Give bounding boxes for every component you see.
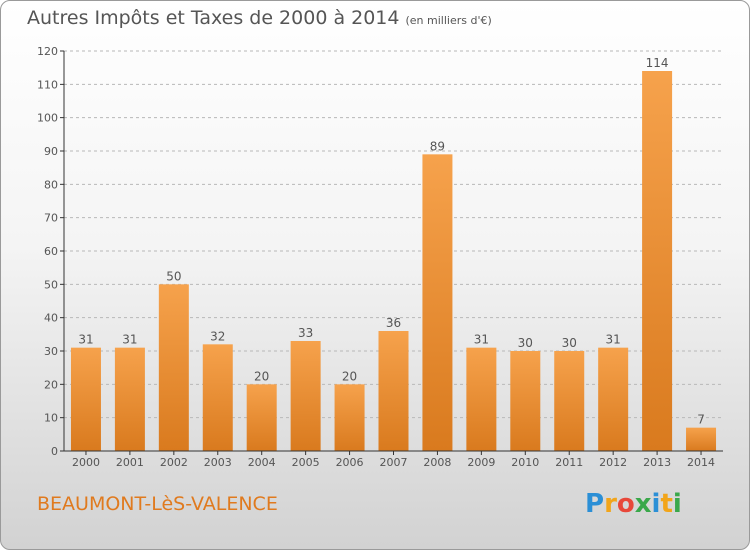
logo-letter: r — [604, 489, 617, 519]
logo-letter: i — [672, 489, 682, 519]
bar-2002 — [158, 284, 189, 451]
bar-2013 — [642, 71, 673, 451]
bar-2008 — [422, 154, 453, 452]
bars: 31 31 50 32 20 33 20 36 89 31 30 30 31 114 7 — [70, 56, 717, 452]
y-tick-label: 70 — [44, 212, 58, 225]
bar-2003 — [202, 344, 233, 451]
logo-letter: o — [616, 489, 635, 519]
bar-2009 — [466, 347, 497, 451]
y-tick-label: 120 — [37, 45, 58, 58]
logo-letter: P — [585, 489, 605, 519]
logo-letter: x — [634, 489, 652, 519]
data-label-2010: 30 — [518, 336, 533, 350]
location-label: BEAUMONT-LèS-VALENCE — [37, 493, 278, 515]
chart-title: Autres Impôts et Taxes de 2000 à 2014 (en… — [27, 7, 492, 29]
x-tick-label-2004: 2004 — [248, 456, 276, 469]
bar-2004 — [246, 384, 277, 451]
unit-text: (en milliers d'€) — [405, 14, 492, 27]
data-label-2005: 33 — [298, 326, 313, 340]
y-tick-label: 50 — [44, 278, 58, 291]
data-label-2009: 31 — [474, 333, 489, 347]
y-tick-label: 0 — [51, 445, 58, 458]
proxiti-logo: Proxiti — [585, 489, 682, 519]
x-tick-label-2010: 2010 — [511, 456, 539, 469]
y-tick-label: 20 — [44, 378, 58, 391]
data-label-2006: 20 — [342, 369, 357, 383]
x-tick-label-2007: 2007 — [380, 456, 408, 469]
data-label-2004: 20 — [254, 369, 269, 383]
x-tick-label-2012: 2012 — [599, 456, 627, 469]
x-tick-label-2008: 2008 — [423, 456, 451, 469]
bar-2014 — [686, 427, 717, 451]
data-label-2012: 31 — [606, 333, 621, 347]
x-tick-label-2005: 2005 — [292, 456, 320, 469]
bar-2010 — [510, 351, 541, 451]
data-label-2007: 36 — [386, 316, 401, 330]
bar-2000 — [70, 347, 101, 451]
x-tick-label-2002: 2002 — [160, 456, 188, 469]
x-tick-label-2000: 2000 — [72, 456, 100, 469]
bar-2006 — [334, 384, 365, 451]
title-text: Autres Impôts et Taxes de 2000 à 2014 — [27, 7, 400, 29]
y-tick-label: 100 — [37, 112, 58, 125]
data-label-2002: 50 — [166, 269, 181, 283]
data-label-2003: 32 — [210, 329, 225, 343]
data-label-2013: 114 — [646, 56, 669, 70]
y-tick-label: 90 — [44, 145, 58, 158]
x-tick-label-2011: 2011 — [555, 456, 583, 469]
y-tick-label: 110 — [37, 78, 58, 91]
x-axis-ticks: 2000 2001 2002 2003 2004 2005 2006 2007 2008 2009… — [72, 451, 715, 469]
y-tick-label: 30 — [44, 345, 58, 358]
bar-2001 — [114, 347, 145, 451]
x-tick-label-2001: 2001 — [116, 456, 144, 469]
logo-letter: t — [660, 489, 673, 519]
y-tick-label: 40 — [44, 312, 58, 325]
data-label-2014: 7 — [697, 413, 705, 427]
bar-2011 — [554, 351, 585, 451]
bar-2007 — [378, 331, 409, 451]
y-axis-ticks: 0 10 20 30 40 50 60 70 80 90 100 110 120 — [37, 45, 64, 458]
data-label-2011: 30 — [562, 336, 577, 350]
x-tick-label-2009: 2009 — [467, 456, 495, 469]
x-tick-label-2014: 2014 — [687, 456, 715, 469]
y-tick-label: 80 — [44, 178, 58, 191]
x-tick-label-2003: 2003 — [204, 456, 232, 469]
y-tick-label: 60 — [44, 245, 58, 258]
data-label-2000: 31 — [78, 333, 93, 347]
logo-letter: i — [651, 489, 661, 519]
data-label-2008: 89 — [430, 139, 445, 153]
bar-2005 — [290, 341, 321, 451]
y-tick-label: 10 — [44, 412, 58, 425]
x-tick-label-2013: 2013 — [643, 456, 671, 469]
bar-2012 — [598, 347, 629, 451]
data-label-2001: 31 — [122, 333, 137, 347]
x-tick-label-2006: 2006 — [336, 456, 364, 469]
